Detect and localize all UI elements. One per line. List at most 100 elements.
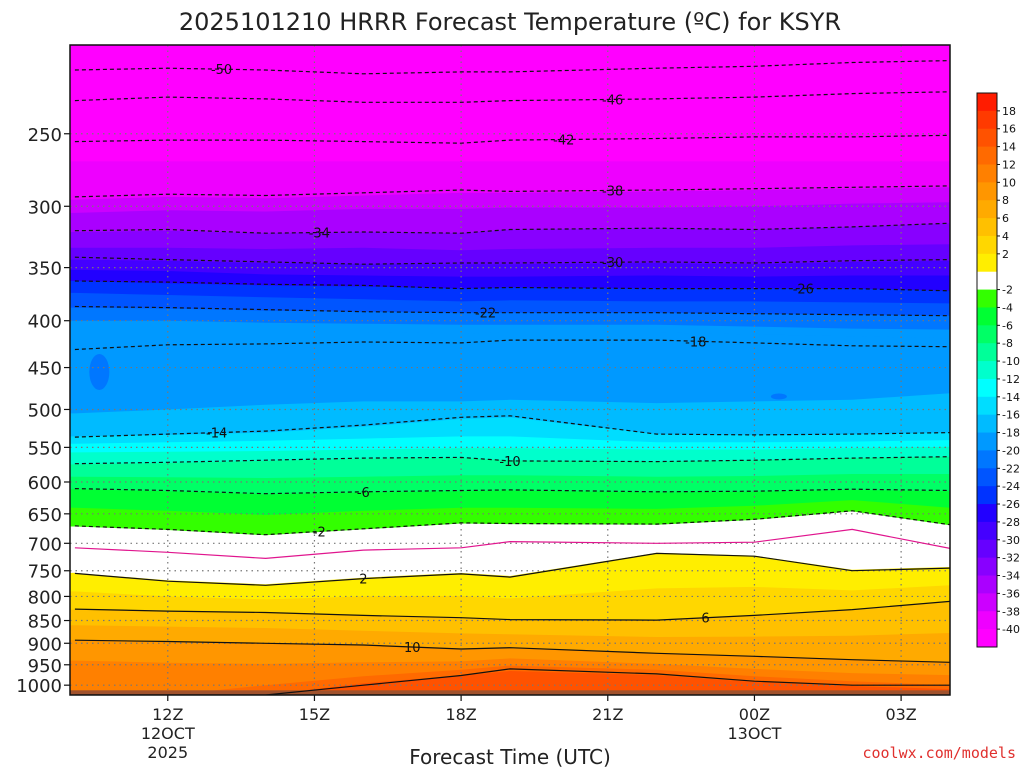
colorbar-swatch (977, 539, 997, 559)
colorbar-swatch (977, 235, 997, 255)
contour-line (74, 305, 950, 317)
colorbar-label: -28 (1002, 516, 1020, 529)
colorbar-label: -12 (1002, 373, 1020, 386)
colorbar-label: -24 (1002, 480, 1020, 493)
colorbar-label: -2 (1002, 284, 1013, 297)
contour-line (74, 339, 950, 351)
contour-label: -18 (685, 335, 706, 350)
colorbar-swatch (977, 93, 997, 112)
contour-label: 6 (701, 612, 709, 627)
colorbar-swatch (977, 432, 997, 451)
x-axis-label: Forecast Time (UTC) (409, 745, 611, 768)
chart-title: 2025101210 HRRR Forecast Temperature (ºC… (179, 8, 841, 36)
colorbar-swatch (977, 110, 997, 130)
colorbar-swatch (977, 521, 997, 541)
y-tick-label: 250 (28, 125, 62, 146)
x-tick-label: 12OCT (141, 724, 195, 743)
colorbar-label: -8 (1002, 337, 1013, 350)
y-tick-label: 700 (28, 534, 62, 555)
colorbar-swatch (977, 468, 997, 487)
colorbar-swatch (977, 164, 997, 183)
colorbar-swatch (977, 325, 997, 344)
x-tick-label: 13OCT (727, 724, 781, 743)
fill-band (70, 45, 950, 162)
colorbar-label: 6 (1002, 212, 1009, 225)
contour-line (74, 222, 950, 234)
cold-pocket (770, 393, 787, 400)
y-tick-label: 1000 (16, 676, 62, 697)
colorbar-swatch (977, 378, 997, 398)
colorbar-label: 12 (1002, 158, 1016, 171)
contour-label: -50 (211, 63, 232, 78)
colorbar-label: -20 (1002, 444, 1020, 457)
colorbar-label: 2 (1002, 248, 1009, 261)
y-tick-label: 600 (28, 473, 62, 494)
plot-area: -50-46-42-38-34-30-26-22-18-14-10-6-2261… (69, 44, 951, 696)
x-tick-label: 18Z (445, 705, 476, 724)
colorbar-swatch (977, 486, 997, 505)
contour-label: -26 (793, 283, 814, 298)
colorbar-swatch (977, 182, 997, 201)
y-axis: 2503003504004505005506006507007508008509… (16, 125, 70, 697)
contour-label: -30 (602, 256, 623, 271)
contour-label: -22 (475, 307, 496, 322)
contour-label: -14 (206, 427, 227, 442)
colorbar-label: -16 (1002, 409, 1020, 422)
colorbar-label: 8 (1002, 194, 1009, 207)
contour-line (74, 185, 950, 198)
contour-label: -42 (553, 133, 574, 148)
credit-text: coolwx.com/models (862, 744, 1016, 762)
x-tick-label: 00Z (739, 705, 770, 724)
colorbar-label: -22 (1002, 462, 1020, 475)
colorbar-swatch (977, 504, 997, 523)
y-tick-label: 350 (28, 259, 62, 280)
contour-line (74, 256, 950, 265)
contour-line (74, 456, 950, 465)
colorbar-label: 14 (1002, 141, 1016, 154)
plot-layers: -50-46-42-38-34-30-26-22-18-14-10-6-2261… (70, 45, 950, 695)
colorbar-label: -34 (1002, 570, 1020, 583)
x-tick-label: 2025 (147, 743, 188, 762)
colorbar-swatch (977, 557, 997, 577)
y-tick-label: 550 (28, 438, 62, 459)
plot-frame (69, 44, 951, 696)
contour-line (74, 668, 950, 695)
colorbar-label: -10 (1002, 355, 1020, 368)
contour-label: 10 (404, 641, 421, 656)
x-tick-label: 03Z (885, 705, 916, 724)
y-tick-label: 800 (28, 587, 62, 608)
colorbar-swatch (977, 289, 997, 308)
contour-label: -38 (602, 184, 623, 199)
contour-label: -46 (602, 93, 623, 108)
contour-line (74, 600, 950, 621)
colorbar-swatch (977, 128, 997, 148)
colorbar-swatch (977, 575, 997, 594)
y-tick-label: 900 (28, 634, 62, 655)
colorbar-label: 4 (1002, 230, 1009, 243)
y-tick-label: 300 (28, 197, 62, 218)
x-tick-label: 15Z (299, 705, 330, 724)
contour-line (74, 91, 950, 103)
cold-pocket (89, 353, 110, 390)
colorbar-label: -38 (1002, 605, 1020, 618)
colorbar-label: -4 (1002, 301, 1013, 314)
colorbar-label: -26 (1002, 498, 1020, 511)
colorbar-swatch (977, 253, 997, 273)
colorbar-label: -14 (1002, 391, 1020, 404)
contour-line (74, 60, 950, 75)
colorbar-label: 18 (1002, 105, 1016, 118)
colorbar-swatch (977, 218, 997, 237)
y-tick-label: 400 (28, 312, 62, 333)
contour-label: -34 (309, 227, 330, 242)
colorbar-swatch (977, 629, 997, 648)
y-tick-label: 650 (28, 505, 62, 526)
colorbar-label: -6 (1002, 319, 1013, 332)
contour-label: -2 (313, 525, 326, 540)
y-tick-label: 500 (28, 400, 62, 421)
colorbar-frame (976, 92, 998, 648)
y-tick-label: 450 (28, 359, 62, 380)
contour-line (74, 510, 950, 536)
contour-line (74, 134, 950, 144)
